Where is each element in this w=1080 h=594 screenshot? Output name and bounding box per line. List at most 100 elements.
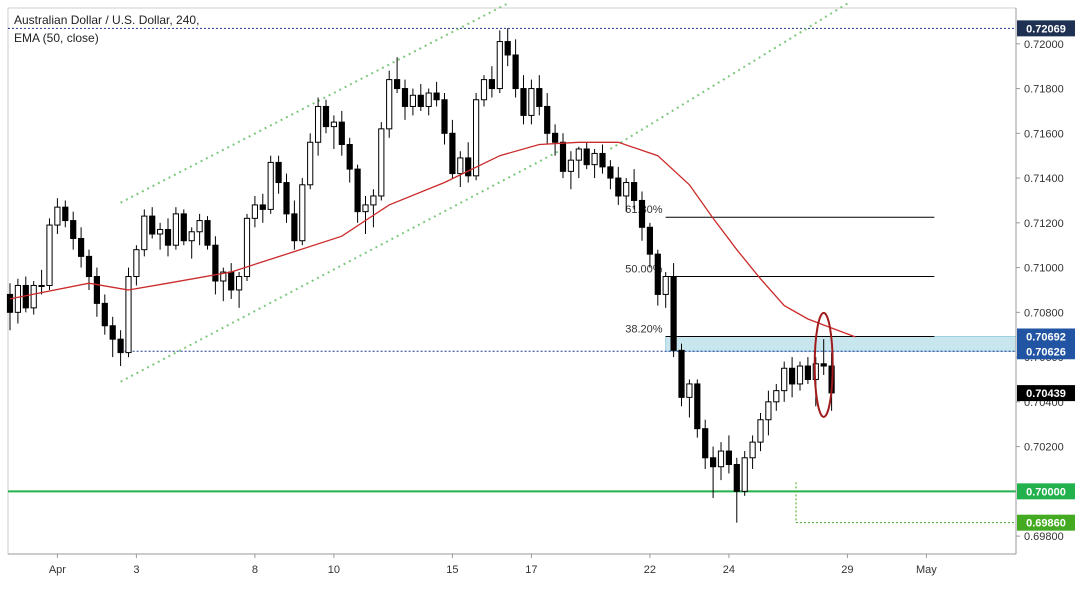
candle-body [46,224,53,286]
candle-body [559,141,567,172]
highlight-ellipse [813,311,834,418]
candle-body [710,457,717,468]
candle-body [30,284,37,309]
x-tick-label: 29 [841,564,853,576]
y-tick-label: 0.71600 [1024,128,1064,140]
candle-body [362,204,369,213]
y-tick-label: 0.72000 [1024,39,1064,51]
chart-lines-layer: 61.80%50.00%38.20% [7,2,1017,555]
candle-body [749,441,756,459]
candle-body [315,105,322,143]
candle-body [433,92,440,101]
x-tick-label: 3 [133,564,139,576]
candle-body [180,213,187,242]
price-label: 0.69860 [1026,518,1066,530]
x-tick-label: May [916,564,937,576]
price-label: 0.70000 [1026,486,1066,498]
candle-body [678,349,685,398]
candle-body [623,182,630,197]
candle-body [662,276,669,295]
candle-body [607,166,614,179]
candle-body [14,284,21,313]
price-label-bg [1017,328,1075,345]
candle-body [307,141,314,186]
candle-body [196,220,203,233]
candle-body [141,215,148,251]
candle-body [599,152,606,168]
candle-body [401,88,409,107]
candle-body [267,161,274,210]
candle-body [212,244,219,282]
candle-body [85,255,93,278]
candle-body [591,152,598,166]
candle-body [354,168,361,213]
candle-body [149,215,156,235]
y-tick-label: 0.71000 [1024,263,1064,275]
candle-body [733,463,740,492]
price-label-bg [1017,385,1075,402]
candle-body [694,383,701,430]
candle-body [638,199,646,228]
y-tick-label: 0.69800 [1024,531,1064,543]
candle-body [686,383,693,398]
price-label: 0.70692 [1026,331,1066,343]
candle-body [93,276,101,304]
x-tick-label: 24 [723,564,735,576]
candle-body [741,457,748,492]
candle-body [717,450,725,468]
fib-label: 38.20% [625,323,663,335]
candle-body [520,88,527,116]
x-tick-label: 17 [525,564,537,576]
candle-body [425,92,432,107]
price-label: 0.70439 [1026,388,1066,400]
candle-body [259,204,266,210]
candle-body [370,195,377,206]
chart-title: Australian Dollar / U.S. Dollar, 240, [14,13,199,27]
candle-body [480,79,488,101]
candle-body [781,367,788,392]
candle-body [236,276,243,291]
channel-extension-line [609,2,848,150]
candle-body [417,94,424,107]
candle-body [544,105,551,134]
candle-body [54,206,61,226]
candle-body [504,41,511,56]
candle-body [567,159,574,172]
candle-body [275,161,282,184]
indicator-label: EMA (50, close) [14,31,99,45]
candle-body [488,79,495,90]
candle-body [615,177,622,197]
candle-body [338,121,345,145]
candle-body [575,148,582,161]
candle-body [757,419,764,443]
candles-layer [6,28,835,523]
candle-body [796,365,804,385]
price-label: 0.72069 [1026,23,1066,35]
y-tick-label: 0.70200 [1024,442,1064,454]
candle-body [62,206,69,222]
y-tick-label: 0.71800 [1024,84,1064,96]
candle-body [473,99,480,177]
candle-body [654,253,661,295]
candle-body [188,231,195,242]
fib-label: 50.00% [625,264,663,276]
candle-body [449,132,456,175]
candle-body [172,213,180,246]
candle-body [70,220,77,239]
x-tick-label: 22 [644,564,656,576]
candle-body [441,99,448,134]
price-label: 0.70626 [1026,346,1066,358]
candle-body [773,390,780,403]
candle-body [322,105,330,128]
candle-body [164,229,172,246]
candle-body [804,365,811,380]
price-label-bg [1017,20,1075,37]
ema-line [9,141,856,338]
fib-zone [665,335,1017,352]
candle-body [496,41,503,90]
candle-body [109,325,116,340]
candle-body [204,220,211,246]
candle-body [536,88,543,107]
